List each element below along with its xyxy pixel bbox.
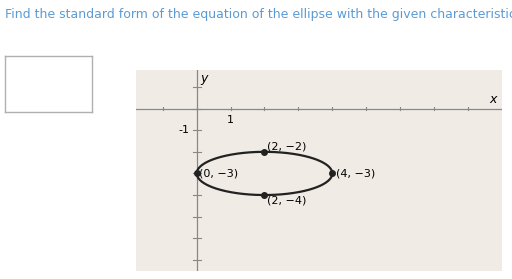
Text: -1: -1 [179, 125, 190, 135]
Text: (0, −3): (0, −3) [199, 169, 239, 179]
Text: Find the standard form of the equation of the ellipse with the given characteris: Find the standard form of the equation o… [5, 8, 512, 21]
Text: (2, −2): (2, −2) [267, 142, 307, 152]
Text: (4, −3): (4, −3) [336, 169, 375, 179]
Text: x: x [489, 93, 497, 106]
Text: y: y [201, 72, 208, 85]
Text: (2, −4): (2, −4) [267, 195, 307, 205]
Text: 1: 1 [227, 115, 234, 125]
